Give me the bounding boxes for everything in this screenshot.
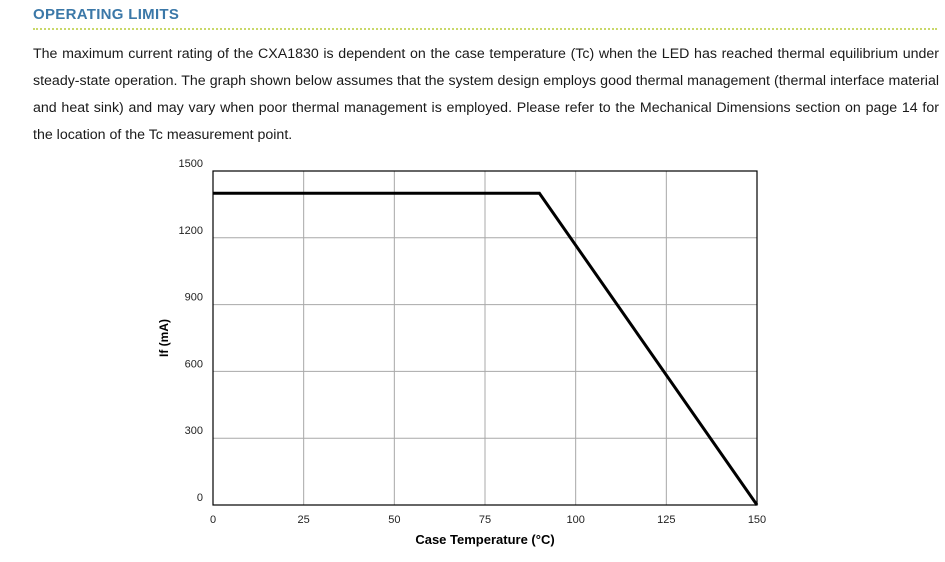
x-tick-label: 150 <box>748 514 766 526</box>
x-tick-label: 25 <box>298 514 310 526</box>
y-axis-ticks: 0 300 600 900 1200 1500 <box>179 158 203 504</box>
y-tick-label: 600 <box>185 358 203 370</box>
x-tick-label: 125 <box>657 514 675 526</box>
y-tick-label: 1500 <box>179 158 203 170</box>
y-tick-label: 1200 <box>179 225 203 237</box>
x-tick-label: 50 <box>388 514 400 526</box>
x-axis-ticks: 0 25 50 75 100 125 150 <box>210 514 766 526</box>
section-title: OPERATING LIMITS <box>33 6 180 23</box>
plot-border <box>212 170 758 506</box>
y-tick-label: 300 <box>185 425 203 437</box>
body-paragraph: The maximum current rating of the CXA183… <box>33 46 939 143</box>
x-tick-label: 100 <box>566 514 584 526</box>
y-tick-label: 900 <box>185 292 203 304</box>
series-layer <box>213 191 759 506</box>
y-tick-label: 0 <box>197 492 203 504</box>
title-divider <box>33 28 937 30</box>
x-axis-label: Case Temperature (°C) <box>415 532 554 547</box>
x-tick-label: 0 <box>210 514 216 526</box>
chart-grid <box>212 170 758 506</box>
series-line <box>213 191 759 506</box>
y-axis-label: If (mA) <box>157 319 171 357</box>
x-tick-label: 75 <box>479 514 491 526</box>
